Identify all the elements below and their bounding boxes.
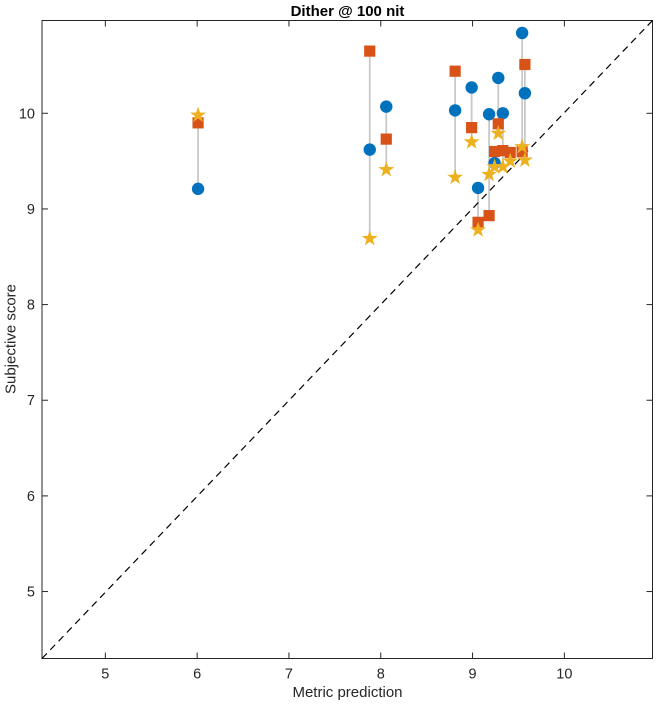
y-tick-label: 6 bbox=[27, 489, 35, 505]
y-tick-label: 9 bbox=[27, 202, 35, 218]
data-point-circle bbox=[465, 81, 478, 94]
data-point-circle bbox=[515, 26, 529, 40]
data-point-square bbox=[492, 118, 504, 130]
data-point-circle bbox=[492, 71, 505, 85]
y-tick-label: 7 bbox=[27, 393, 35, 409]
y-tick-label: 8 bbox=[27, 298, 35, 314]
data-point-circle bbox=[448, 104, 462, 117]
data-point-square bbox=[483, 210, 495, 222]
x-tick-label: 7 bbox=[285, 667, 293, 683]
data-point-star bbox=[486, 158, 503, 174]
data-point-star bbox=[190, 106, 207, 122]
data-point-square bbox=[519, 58, 531, 71]
x-tick-label: 6 bbox=[193, 667, 201, 683]
data-point-star bbox=[378, 161, 395, 177]
x-tick-label: 10 bbox=[556, 667, 572, 683]
data-point-star bbox=[470, 221, 487, 237]
data-point-star bbox=[502, 152, 519, 168]
data-point-circle bbox=[471, 181, 485, 195]
chart-title: Dither @ 100 nit bbox=[290, 3, 405, 20]
data-point-circle bbox=[363, 143, 376, 156]
data-point-star bbox=[516, 151, 533, 167]
data-point-star bbox=[463, 133, 480, 149]
data-point-square bbox=[449, 65, 461, 77]
data-point-star bbox=[447, 168, 464, 185]
y-axis-label-text: Subjective score bbox=[2, 283, 20, 395]
data-point-star bbox=[494, 158, 511, 174]
data-point-square bbox=[466, 122, 478, 134]
data-point-star bbox=[361, 230, 378, 246]
data-point-star bbox=[481, 166, 498, 182]
x-tick-label: 5 bbox=[101, 667, 109, 683]
data-point-square bbox=[192, 117, 204, 129]
data-point-circle bbox=[191, 182, 205, 196]
axis-box bbox=[41, 20, 653, 659]
x-tick-label: 9 bbox=[469, 667, 477, 683]
data-point-star bbox=[490, 124, 507, 141]
data-point-square bbox=[504, 146, 516, 159]
data-point-square bbox=[488, 145, 501, 158]
data-point-square bbox=[364, 45, 376, 57]
data-point-square bbox=[516, 145, 528, 158]
data-point-circle bbox=[518, 86, 532, 100]
data-point-circle bbox=[380, 100, 393, 113]
identity-line bbox=[41, 20, 653, 659]
data-point-square bbox=[380, 133, 392, 145]
data-point-circle bbox=[482, 108, 496, 121]
x-tick-label: 8 bbox=[377, 667, 385, 683]
data-point-square bbox=[497, 144, 509, 157]
y-tick-label: 10 bbox=[19, 106, 35, 122]
data-point-circle bbox=[496, 107, 510, 120]
data-point-star bbox=[514, 138, 531, 154]
y-tick-label: 5 bbox=[27, 585, 35, 601]
x-axis-label: Metric prediction bbox=[292, 684, 403, 701]
